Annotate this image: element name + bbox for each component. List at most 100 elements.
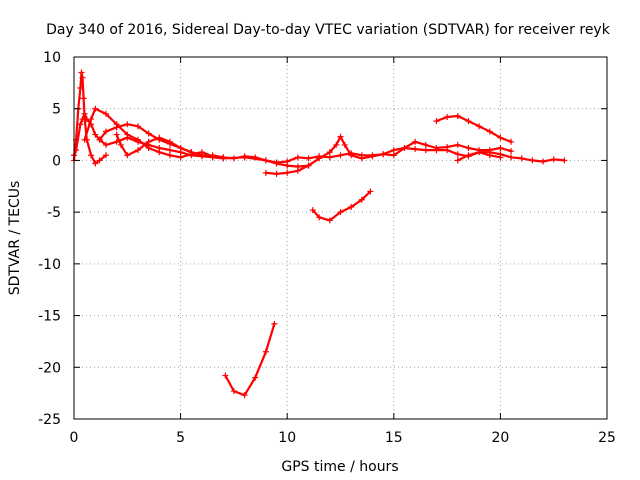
- y-tick-label: -25: [38, 412, 61, 428]
- data-point: [271, 320, 278, 327]
- data-point: [102, 128, 109, 135]
- data-point: [316, 214, 323, 221]
- x-tick-label: 10: [278, 430, 296, 446]
- data-point: [465, 145, 472, 152]
- data-point: [348, 152, 355, 159]
- data-point: [326, 149, 333, 156]
- data-point: [284, 158, 291, 165]
- data-point: [390, 147, 397, 154]
- data-point: [358, 196, 365, 203]
- y-tick-label: -10: [38, 257, 61, 273]
- data-point: [412, 138, 419, 145]
- data-point: [337, 152, 344, 159]
- data-point: [433, 118, 440, 125]
- data-point: [188, 149, 195, 156]
- data-point: [433, 145, 440, 152]
- data-point: [77, 121, 84, 128]
- data-point: [92, 105, 99, 112]
- data-point: [518, 155, 525, 162]
- data-point: [305, 162, 312, 169]
- data-point: [422, 141, 429, 148]
- data-point: [358, 155, 365, 162]
- data-point: [326, 217, 333, 224]
- data-point: [241, 392, 248, 399]
- data-point: [454, 151, 461, 158]
- data-point: [156, 134, 163, 141]
- data-point: [78, 69, 85, 76]
- data-point: [380, 151, 387, 158]
- data-point: [96, 136, 103, 143]
- data-point: [79, 74, 86, 81]
- data-point: [262, 157, 269, 164]
- data-point: [540, 158, 547, 165]
- data-point: [209, 152, 216, 159]
- data-point: [444, 143, 451, 150]
- data-point: [390, 152, 397, 159]
- data-point: [92, 160, 99, 167]
- y-tick-label: 0: [52, 153, 61, 169]
- data-point: [294, 167, 301, 174]
- data-point: [465, 152, 472, 159]
- data-point: [81, 136, 88, 143]
- data-point: [454, 157, 461, 164]
- data-point: [134, 123, 141, 130]
- data-point: [198, 152, 205, 159]
- data-point: [486, 149, 493, 156]
- data-point: [316, 155, 323, 162]
- data-point: [102, 152, 109, 159]
- data-point: [497, 151, 504, 158]
- x-tick-label: 15: [385, 430, 403, 446]
- data-point: [337, 209, 344, 216]
- data-point: [465, 118, 472, 125]
- plot-frame: [73, 56, 608, 420]
- data-point: [529, 157, 536, 164]
- data-point: [113, 131, 120, 138]
- data-point: [102, 110, 109, 117]
- data-point: [134, 147, 141, 154]
- data-point: [333, 141, 340, 148]
- data-point: [166, 138, 173, 145]
- series-arc-5: [115, 133, 203, 157]
- data-point: [309, 207, 316, 214]
- data-point: [230, 388, 237, 395]
- data-point: [454, 141, 461, 148]
- grid: [74, 57, 607, 419]
- data-point: [80, 95, 87, 102]
- data-point: [177, 145, 184, 152]
- data-point: [92, 131, 99, 138]
- x-tick-label: 25: [598, 430, 616, 446]
- data-point: [177, 154, 184, 161]
- data-point: [241, 153, 248, 160]
- x-tick-label: 0: [70, 430, 79, 446]
- x-axis-label: GPS time / hours: [281, 459, 398, 475]
- data-point: [367, 188, 374, 195]
- data-point: [326, 154, 333, 161]
- data-point: [222, 372, 229, 379]
- axes: 0 5 10 15 20 25 10 5 0 -5 -10 -15 -20 -25: [38, 50, 616, 446]
- data-point: [508, 154, 515, 161]
- data-point: [220, 154, 227, 161]
- data-point: [422, 147, 429, 154]
- data-point: [486, 128, 493, 135]
- data-point: [81, 110, 88, 117]
- data-point: [550, 156, 557, 163]
- data-point: [444, 113, 451, 120]
- data-point: [145, 138, 152, 145]
- data-point: [124, 121, 131, 128]
- data-point: [401, 145, 408, 152]
- y-tick-label: 5: [52, 102, 61, 118]
- data-point: [156, 149, 163, 156]
- data-point: [262, 169, 269, 176]
- y-tick-label: -5: [47, 205, 61, 221]
- data-point: [77, 85, 84, 92]
- data-point: [454, 112, 461, 119]
- x-tick-label: 20: [491, 430, 509, 446]
- y-axis-label: SDTVAR / TECUs: [7, 181, 23, 296]
- data-point: [96, 157, 103, 164]
- data-point: [508, 148, 515, 155]
- data-point: [262, 348, 269, 355]
- data-point: [273, 170, 280, 177]
- data-point: [166, 152, 173, 159]
